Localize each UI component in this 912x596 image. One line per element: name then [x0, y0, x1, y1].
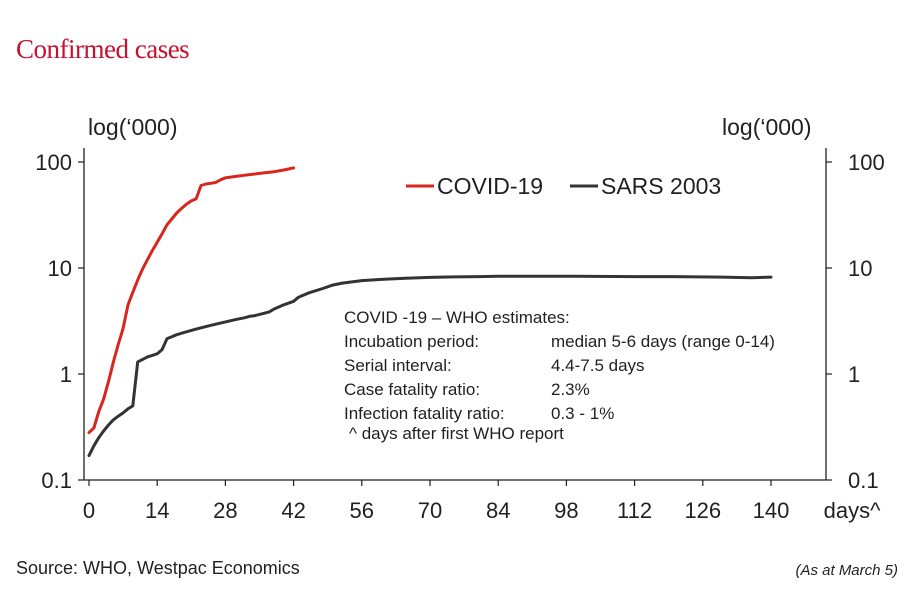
y-tick-label-left: 0.1	[41, 468, 72, 493]
x-tick-label: 56	[350, 498, 374, 523]
left-axis-unit: log(‘000)	[88, 114, 178, 140]
x-tick-label: 28	[213, 498, 237, 523]
note-footnote: ^ days after first WHO report	[349, 424, 564, 443]
x-tick-label: 70	[418, 498, 442, 523]
y-tick-label-right: 10	[848, 256, 872, 281]
note-label: Case fatality ratio:	[344, 380, 480, 399]
note-value: 0.3 - 1%	[551, 404, 614, 423]
x-tick-label: 0	[83, 498, 95, 523]
right-axis-unit: log(‘000)	[722, 114, 812, 140]
chart-axes: 0.1 0.1 1 1 10 10 100 100 0 14 28 42 56 70 84 98 112 126 1…	[35, 148, 885, 523]
x-tick-label: 140	[753, 498, 790, 523]
y-tick-label-right: 0.1	[848, 468, 879, 493]
y-tick-label-right: 1	[848, 362, 860, 387]
x-tick-label: 84	[486, 498, 510, 523]
note-label: Infection fatality ratio:	[344, 404, 505, 423]
note-label: Serial interval:	[344, 356, 452, 375]
x-tick-label: 112	[617, 498, 652, 523]
y-tick-label-left: 10	[48, 256, 72, 281]
note-value: median 5-6 days (range 0-14)	[551, 332, 775, 351]
x-axis-label: days^	[824, 498, 881, 523]
y-tick-label-right: 100	[848, 150, 885, 175]
legend-label: COVID-19	[437, 173, 543, 199]
note-label: Incubation period:	[344, 332, 479, 351]
chart-title: Confirmed cases	[16, 34, 190, 64]
chart-legend: COVID-19 SARS 2003	[406, 173, 721, 199]
note-value: 4.4-7.5 days	[551, 356, 645, 375]
series-line-covid-19	[87, 166, 296, 435]
x-tick-label: 14	[145, 498, 169, 523]
note-value: 2.3%	[551, 380, 590, 399]
who-estimates-note: COVID -19 – WHO estimates: Incubation per…	[344, 308, 775, 443]
chart-series	[87, 166, 773, 458]
note-heading: COVID -19 – WHO estimates:	[344, 308, 570, 327]
x-tick-label: 98	[554, 498, 578, 523]
y-tick-label-left: 100	[35, 150, 72, 175]
as-at-note: (As at March 5)	[795, 562, 898, 579]
source-note: Source: WHO, Westpac Economics	[16, 558, 300, 578]
y-tick-label-left: 1	[60, 362, 72, 387]
x-tick-label: 42	[281, 498, 305, 523]
x-tick-label: 126	[684, 498, 721, 523]
series-line-sars-2003	[87, 274, 773, 458]
legend-label: SARS 2003	[601, 173, 721, 199]
